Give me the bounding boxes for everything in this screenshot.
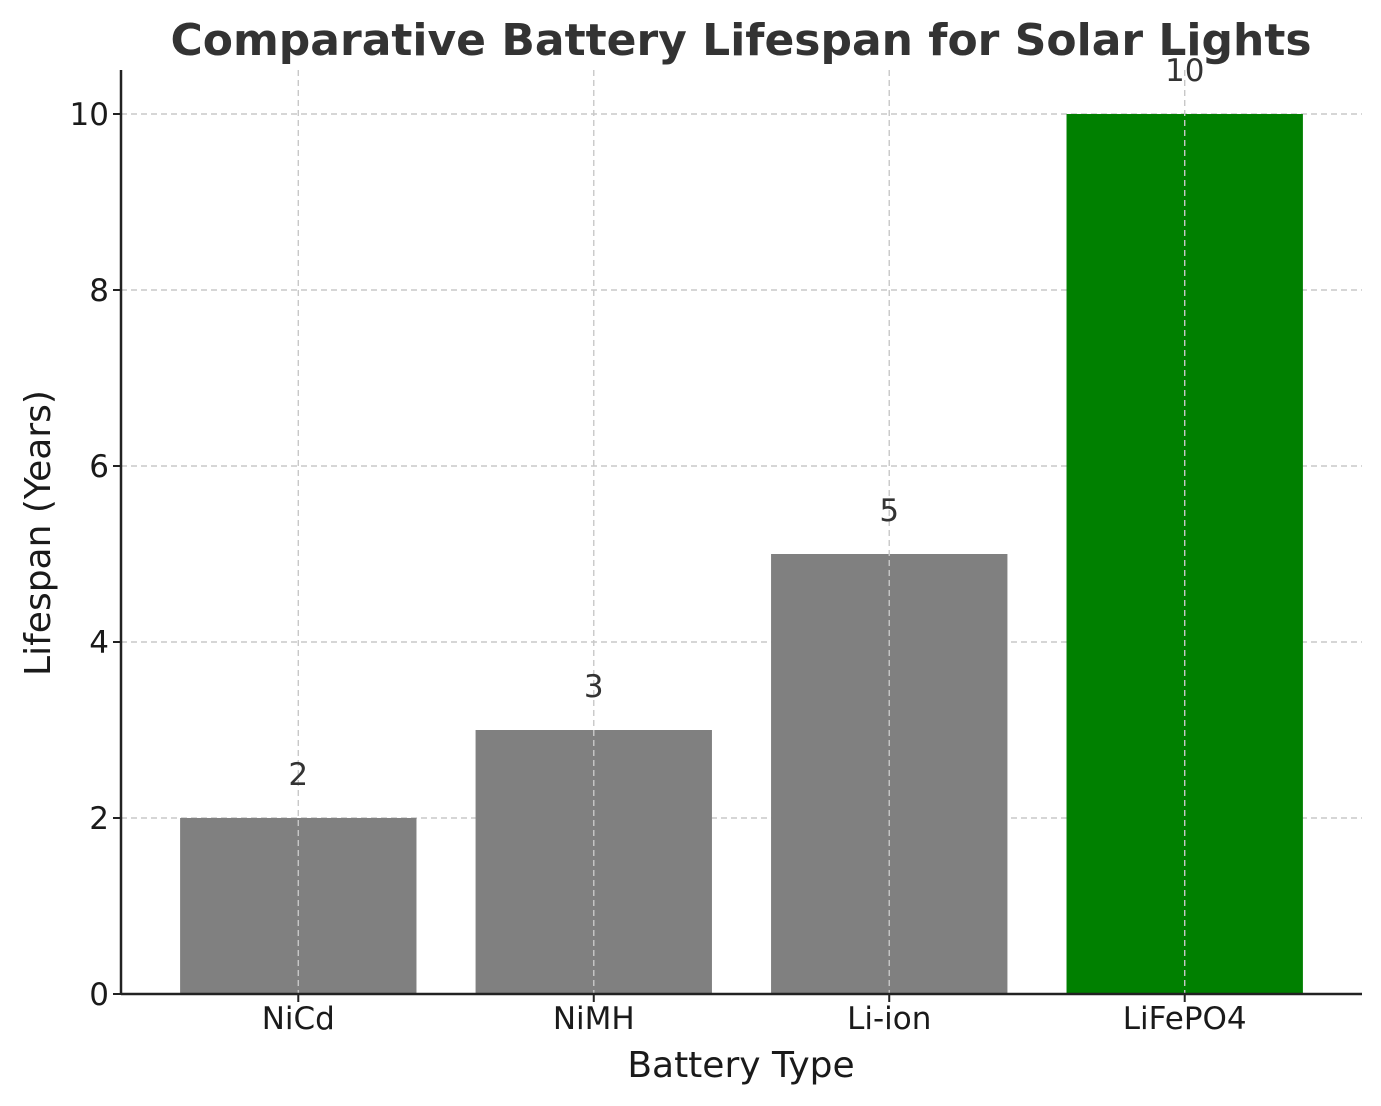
- data-label: 3: [584, 669, 604, 705]
- y-tick-label: 10: [70, 97, 109, 133]
- data-label: 2: [288, 757, 308, 793]
- y-axis-label: Lifespan (Years): [18, 390, 59, 676]
- chart-title: Comparative Battery Lifespan for Solar L…: [170, 15, 1311, 66]
- y-ticks: 0 2 4 6 8 10: [70, 97, 121, 1013]
- data-label: 10: [1165, 53, 1204, 89]
- data-label: 5: [879, 493, 899, 529]
- y-tick-label: 2: [89, 801, 109, 837]
- bars-layer: [180, 114, 1303, 994]
- y-tick-label: 4: [89, 625, 109, 661]
- y-tick-label: 0: [89, 977, 109, 1013]
- x-tick-label: NiMH: [553, 1001, 635, 1037]
- y-tick-label: 8: [89, 273, 109, 309]
- x-tick-label: LiFePO4: [1123, 1001, 1247, 1037]
- x-ticks: NiCd NiMH Li-ion LiFePO4: [262, 994, 1247, 1037]
- x-tick-label: NiCd: [262, 1001, 335, 1037]
- data-labels: 2 3 5 10: [288, 53, 1204, 793]
- axes-layer: [119, 70, 1362, 996]
- x-axis-label: Battery Type: [627, 1045, 854, 1086]
- vertical-grid-layer: [297, 70, 1186, 994]
- y-tick-label: 6: [89, 449, 109, 485]
- x-tick-label: Li-ion: [847, 1001, 931, 1037]
